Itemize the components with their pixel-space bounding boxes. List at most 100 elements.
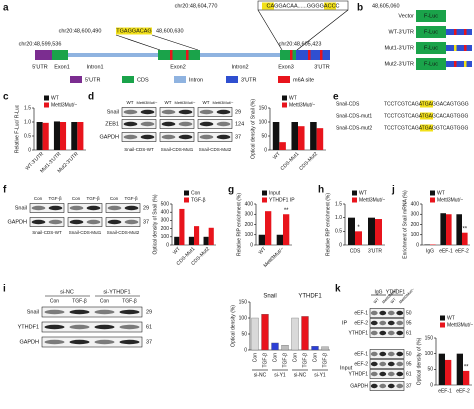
bar <box>36 122 43 150</box>
y-tick-label: 0.5 <box>335 229 342 235</box>
blot <box>41 321 143 333</box>
blot <box>159 132 195 142</box>
band <box>178 109 193 115</box>
band <box>387 351 395 357</box>
y-axis-label: Enrichment of Snail mRNA (%) <box>402 190 408 259</box>
site <box>454 29 457 35</box>
y-tick-label: 100 <box>239 315 248 321</box>
y-tick-label: 100 <box>161 234 170 240</box>
label: Exon3 <box>278 64 294 70</box>
bar <box>53 121 60 150</box>
label: Con <box>72 196 81 201</box>
blot <box>369 369 405 379</box>
label: TCCTCGTCAGATGAGGTCAGTGGG <box>384 125 468 131</box>
legend-label: Con <box>191 190 200 196</box>
band <box>396 371 404 377</box>
y-tick-label: 100 <box>425 351 434 357</box>
utr3 <box>446 29 472 35</box>
site <box>464 61 467 67</box>
blot <box>29 217 65 227</box>
bar <box>265 211 272 245</box>
legend-swatch <box>352 190 357 196</box>
connector <box>115 34 161 51</box>
label: GAPDH <box>7 219 27 225</box>
label: TCCTCGTCAGATGAGGACAGTGGG <box>384 101 469 107</box>
x-tick-label: CDS <box>350 248 361 254</box>
label: TGAGGACAG <box>116 28 151 34</box>
band <box>161 121 176 127</box>
label: WT <box>373 297 380 304</box>
bar <box>430 244 436 245</box>
x-tick-label: IgG <box>426 248 434 254</box>
band <box>123 121 138 127</box>
bar <box>279 142 286 150</box>
y-axis-label: Relative RIP enrichment (%) <box>325 193 331 256</box>
blot <box>67 217 103 227</box>
label: Con <box>100 298 109 304</box>
utr5 <box>35 50 52 60</box>
label: 29 <box>235 109 241 115</box>
panel-label: b <box>357 3 363 14</box>
label: Snail-CDS-Mut1 <box>161 147 194 152</box>
reporter-box <box>416 58 446 70</box>
label: Snail-CDS-Mut2 <box>107 230 140 235</box>
y-tick-label: 50 <box>241 331 247 337</box>
blot <box>67 203 103 213</box>
y-tick-label: 0 <box>339 242 342 248</box>
band <box>379 310 387 316</box>
y-tick-label: 0 <box>166 242 169 248</box>
blot <box>105 217 141 227</box>
band <box>216 121 231 127</box>
x-tick-label: TGF-β <box>322 353 328 368</box>
label: Snail-CDS-WT <box>32 230 62 235</box>
band <box>44 309 65 315</box>
label: Snail-CDS-Mut2 <box>199 147 232 152</box>
x-tick-label: eEF-2 <box>456 388 470 394</box>
y-tick-label: 1.5 <box>24 105 31 111</box>
bar <box>310 122 317 150</box>
band <box>387 310 395 316</box>
bar <box>194 226 200 245</box>
band <box>119 324 140 330</box>
band <box>178 134 193 140</box>
label: ZEB1 <box>105 121 119 127</box>
x-tick-label: Con <box>292 353 298 362</box>
label: GAPDH <box>99 134 119 140</box>
legend-label: WT <box>437 190 445 196</box>
label: 5'UTR <box>32 64 47 70</box>
legend-swatch <box>70 76 82 83</box>
legend-swatch <box>122 76 134 83</box>
band <box>69 205 84 211</box>
label: TGF-β <box>124 196 137 201</box>
panel-label: h <box>318 185 324 196</box>
label: eEF-1 <box>354 310 368 316</box>
y-tick-label: 0 <box>430 382 433 388</box>
highlight <box>420 124 433 132</box>
band <box>123 134 138 140</box>
x-tick-label: Con <box>272 353 278 362</box>
y-tick-label: 200 <box>411 222 420 228</box>
group-label: si-NC <box>294 372 307 378</box>
label: Mettl3Mut/− <box>212 100 234 105</box>
y-axis-label: Relative F-Luc/ R-Luc <box>14 104 20 153</box>
band <box>86 205 101 211</box>
label: Intron1 <box>86 64 103 70</box>
blot <box>197 119 233 129</box>
band <box>370 310 378 316</box>
y-tick-label: 400 <box>161 210 170 216</box>
label: 124 <box>235 121 244 127</box>
band <box>161 109 176 115</box>
legend-label: Mettl3Mut/− <box>51 102 77 108</box>
group-label: si-Y1 <box>274 372 286 378</box>
label: TCCTCGTCAGATGAGCACAGTGGG <box>384 113 468 119</box>
band <box>379 320 387 326</box>
bar <box>316 128 324 150</box>
label: Intron2 <box>231 64 248 70</box>
x-tick-label: WT <box>258 246 268 256</box>
label: Mut2-3'UTR <box>385 61 414 67</box>
legend-label: WT <box>51 95 59 101</box>
y-tick-label: 400 <box>245 201 254 207</box>
label: CAGGACAA......GGGGACCC <box>266 3 339 9</box>
label: chr20:48,600,490 <box>59 28 102 34</box>
y-tick-label: 100 <box>259 119 268 125</box>
